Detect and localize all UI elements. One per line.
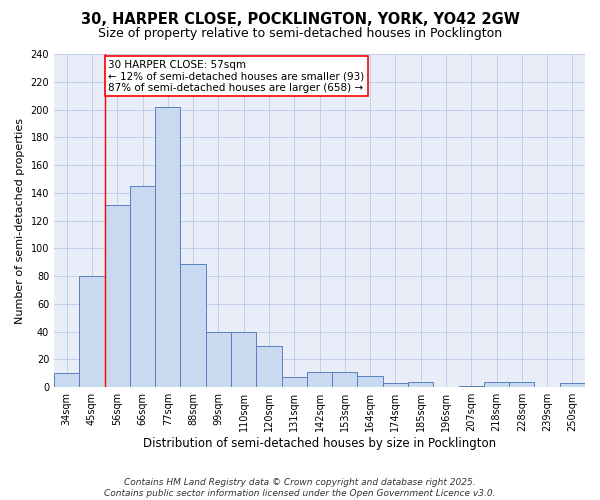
- Text: 30, HARPER CLOSE, POCKLINGTON, YORK, YO42 2GW: 30, HARPER CLOSE, POCKLINGTON, YORK, YO4…: [80, 12, 520, 28]
- Bar: [560, 383, 585, 387]
- Bar: [181, 264, 206, 387]
- Text: 30 HARPER CLOSE: 57sqm
← 12% of semi-detached houses are smaller (93)
87% of sem: 30 HARPER CLOSE: 57sqm ← 12% of semi-det…: [109, 60, 365, 93]
- Bar: [104, 206, 130, 387]
- Bar: [155, 107, 181, 387]
- Bar: [484, 382, 509, 387]
- Bar: [256, 346, 281, 387]
- Bar: [231, 332, 256, 387]
- Bar: [332, 372, 358, 387]
- Bar: [54, 374, 79, 387]
- Bar: [281, 378, 307, 387]
- Y-axis label: Number of semi-detached properties: Number of semi-detached properties: [15, 118, 25, 324]
- Bar: [383, 383, 408, 387]
- Bar: [509, 382, 535, 387]
- Bar: [458, 386, 484, 387]
- Bar: [130, 186, 155, 387]
- Bar: [307, 372, 332, 387]
- Text: Size of property relative to semi-detached houses in Pocklington: Size of property relative to semi-detach…: [98, 28, 502, 40]
- Text: Contains HM Land Registry data © Crown copyright and database right 2025.
Contai: Contains HM Land Registry data © Crown c…: [104, 478, 496, 498]
- X-axis label: Distribution of semi-detached houses by size in Pocklington: Distribution of semi-detached houses by …: [143, 437, 496, 450]
- Bar: [358, 376, 383, 387]
- Bar: [79, 276, 104, 387]
- Bar: [206, 332, 231, 387]
- Bar: [408, 382, 433, 387]
